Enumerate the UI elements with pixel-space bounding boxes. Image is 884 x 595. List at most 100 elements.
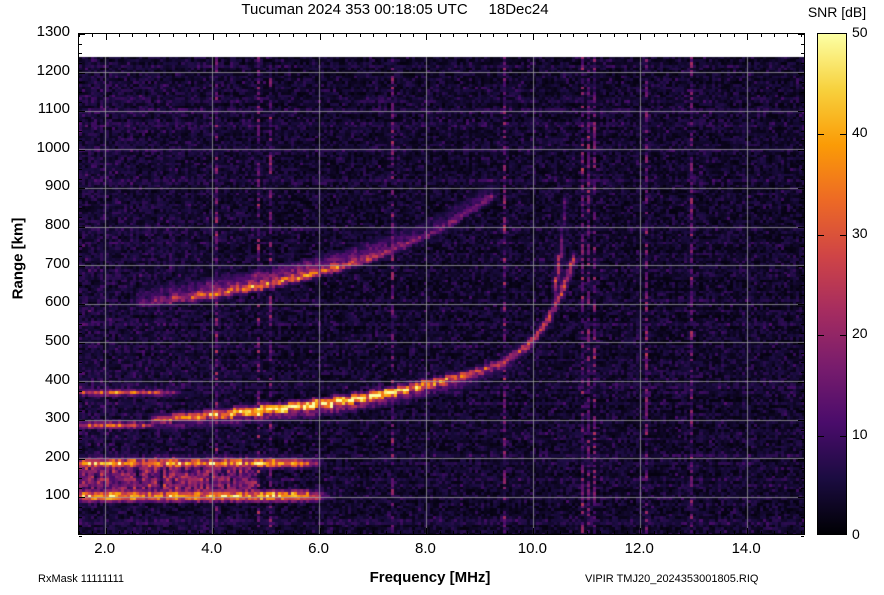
colorbar-tick-label: 10 [852,425,868,442]
y-axis-minor-tick [801,507,804,509]
x-axis-minor-tick [506,34,508,37]
x-axis-minor-tick [319,34,321,37]
x-axis-minor-tick [279,531,281,534]
x-axis-minor-tick [359,34,361,37]
y-axis-minor-tick [79,458,82,460]
x-axis-minor-tick [359,531,361,534]
y-axis-minor-tick [801,111,804,113]
x-axis-minor-tick [79,531,80,534]
y-axis-minor-tick [801,458,804,460]
x-axis-minor-tick [292,34,294,37]
x-axis-minor-tick [800,531,802,534]
y-axis-minor-tick [801,188,804,190]
x-axis-minor-tick [239,531,241,534]
y-axis-minor-tick [801,91,804,93]
y-axis-minor-tick [801,34,804,35]
y-axis-minor-tick [801,140,804,142]
x-axis-minor-tick [653,34,655,37]
colorbar-tick [840,234,846,236]
x-axis-minor-tick [159,531,161,534]
y-axis-minor-tick [801,439,804,441]
y-tick-label: 1100 [37,100,70,118]
y-tick-label: 1200 [36,61,70,79]
x-axis-minor-tick [493,531,495,534]
x-axis-minor-tick [760,34,762,37]
x-axis-minor-tick [252,34,254,37]
y-axis-minor-tick [79,188,82,190]
y-axis-tick [79,420,85,422]
y-axis-minor-tick [79,120,82,122]
y-axis-minor-tick [801,468,804,470]
y-axis-minor-tick [79,130,82,132]
y-axis-minor-tick [79,439,82,441]
colorbar-tick [840,435,846,437]
y-axis-minor-tick [801,285,804,286]
x-axis-minor-tick [693,531,695,534]
colorbar-tick-label: 40 [852,124,868,141]
y-tick-label: 200 [44,447,70,465]
y-axis-minor-tick [79,236,82,238]
y-axis-minor-tick [801,217,804,219]
y-axis-minor-tick [801,227,804,229]
x-axis-minor-tick [373,531,374,534]
y-axis-minor-tick [79,487,82,489]
y-tick-label: 300 [44,409,70,427]
x-axis-minor-tick [466,531,468,534]
y-axis-minor-tick [79,507,82,509]
x-axis-minor-tick [332,531,334,534]
y-axis-tick [79,381,85,383]
x-axis-minor-tick [680,34,682,37]
x-axis-minor-tick [226,531,227,534]
x-axis-minor-tick [533,34,535,37]
y-axis-minor-tick [79,371,82,373]
x-axis-minor-tick [733,34,735,37]
y-axis-minor-tick [801,275,804,277]
y-axis-minor-tick [801,236,804,238]
y-axis-minor-tick [801,265,804,267]
x-axis-minor-tick [439,34,441,37]
x-axis-minor-tick [119,531,121,534]
y-axis-minor-tick [79,140,82,142]
y-axis-minor-tick [801,497,804,499]
x-tick-label: 6.0 [308,540,329,557]
x-axis-minor-tick [693,34,695,37]
y-tick-label: 400 [44,370,70,388]
y-axis-minor-tick [79,207,82,209]
x-axis-minor-tick [747,531,749,534]
x-axis-minor-tick [466,34,468,37]
colorbar-tick [818,435,824,437]
y-axis-minor-tick [801,120,804,122]
y-axis-minor-tick [801,429,804,431]
y-axis-minor-tick [79,333,82,335]
y-axis-tick [79,342,85,344]
y-axis-minor-tick [79,536,82,537]
x-axis-minor-tick [653,531,655,534]
x-axis-minor-tick [266,531,268,534]
x-axis-minor-tick [373,34,374,37]
x-axis-minor-tick [453,34,455,37]
x-axis-minor-tick [479,531,481,534]
y-axis-tick [79,188,85,190]
x-axis-minor-tick [145,34,147,37]
x-axis-minor-tick [586,34,588,37]
y-axis-minor-tick [79,285,82,286]
x-axis-minor-tick [185,531,187,534]
x-axis-minor-tick [413,34,415,37]
x-axis-minor-tick [707,531,709,534]
x-axis-tick [105,34,107,40]
colorbar-tick-label: 30 [852,224,868,241]
x-tick-label: 10.0 [517,540,547,557]
x-axis-minor-tick [707,34,709,37]
x-axis-minor-tick [493,34,495,37]
y-axis-minor-tick [801,362,804,364]
colorbar-tick-label: 50 [852,24,868,40]
y-axis-minor-tick [79,497,82,499]
y-axis-minor-tick [801,352,804,354]
x-axis-minor-tick [226,34,227,37]
colorbar-title: SNR [dB] [807,4,867,20]
x-axis-minor-tick [199,531,201,534]
ionogram-plot [78,33,805,537]
y-axis-tick [79,497,85,499]
colorbar-gradient [818,34,846,534]
source-file-label: VIPIR TMJ20_2024353001805.RIQ [585,573,759,585]
